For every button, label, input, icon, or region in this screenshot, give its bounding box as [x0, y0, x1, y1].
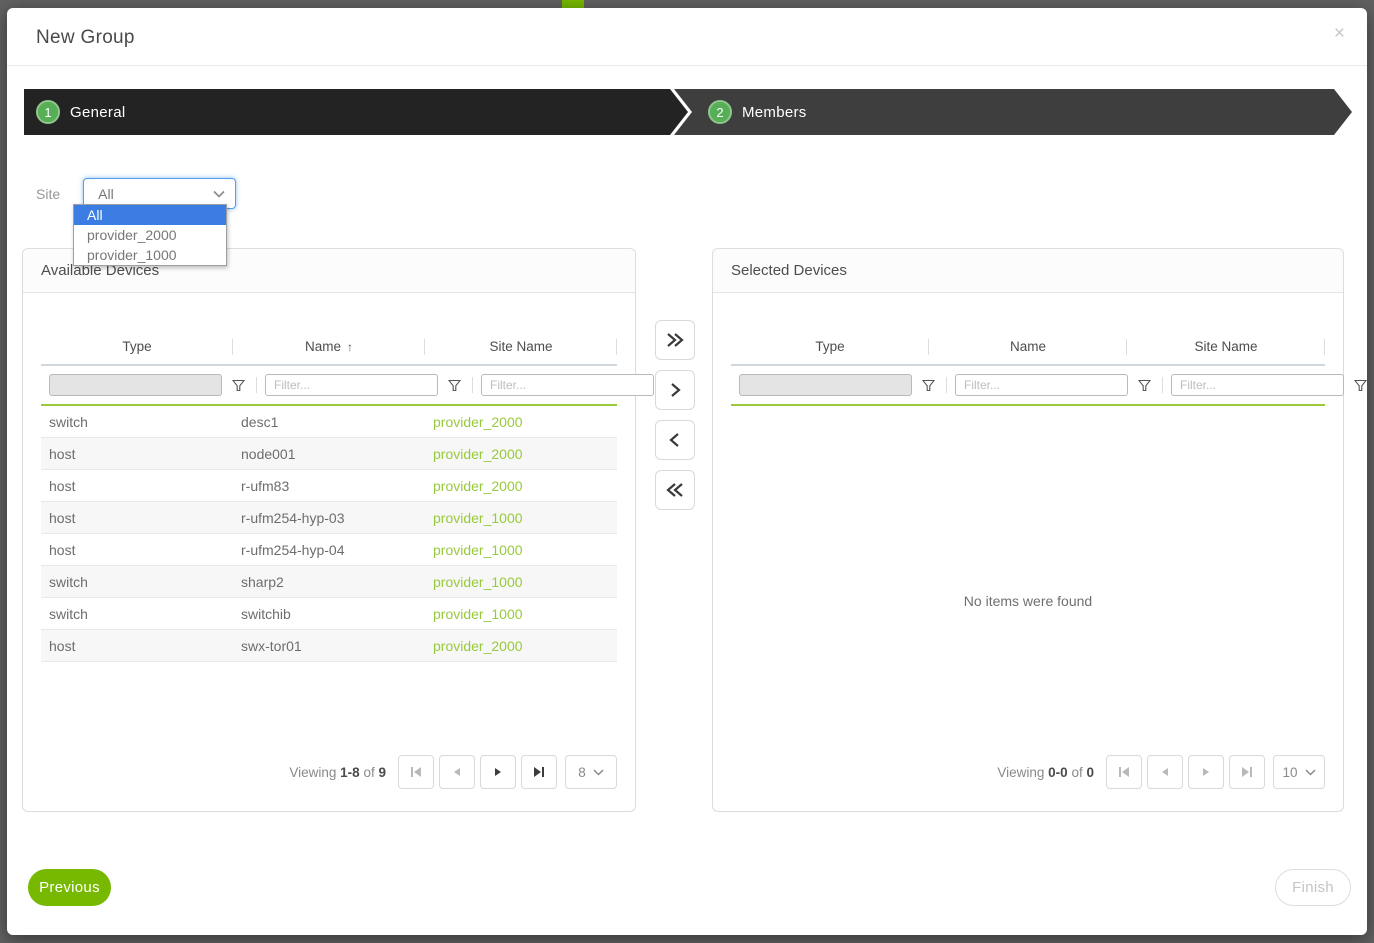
- table-row[interactable]: switch sharp2 provider_1000: [41, 566, 617, 598]
- filter-funnel-icon[interactable]: [1354, 379, 1367, 392]
- selected-table-header: Type Name Site Name: [731, 333, 1325, 364]
- available-viewing-label: Viewing 1-8 of 9: [289, 764, 386, 780]
- chevron-down-icon: [593, 768, 604, 776]
- transfer-controls: [655, 320, 695, 510]
- name-filter-input[interactable]: [955, 374, 1128, 396]
- table-row[interactable]: switch desc1 provider_2000: [41, 406, 617, 438]
- site-select-value: All: [98, 185, 114, 202]
- site-label: Site: [36, 185, 61, 202]
- column-header-type[interactable]: Type: [731, 333, 929, 364]
- available-devices-panel: Available Devices Type Name ↑ Site Name: [22, 248, 689, 812]
- step-1-badge: 1: [36, 100, 60, 124]
- step-2-badge: 2: [708, 100, 732, 124]
- step-general[interactable]: 1 General: [24, 89, 688, 135]
- type-filter-cell: [731, 374, 947, 396]
- selected-devices-panel: Selected Devices Type Name Site Name: [712, 248, 1367, 812]
- available-panel-title: Available Devices: [41, 262, 160, 279]
- step-1-label: General: [70, 103, 126, 121]
- available-rows: switch desc1 provider_2000 host node001 prov…: [41, 406, 617, 662]
- filter-funnel-icon[interactable]: [448, 379, 461, 392]
- move-right-button[interactable]: [655, 370, 695, 410]
- first-page-icon: [1106, 755, 1142, 789]
- type-filter-input: [739, 374, 912, 396]
- chevron-down-icon: [1304, 768, 1316, 776]
- last-page-icon: [1229, 755, 1265, 789]
- double-chevron-left-icon: [666, 483, 683, 497]
- table-row[interactable]: host node001 provider_2000: [41, 438, 617, 470]
- double-chevron-right-icon: [667, 333, 684, 347]
- last-page-icon[interactable]: [521, 755, 557, 789]
- empty-state-message: No items were found: [963, 593, 1093, 609]
- next-page-icon: [1188, 755, 1224, 789]
- table-header-divider: [41, 364, 617, 366]
- available-page-size-select[interactable]: 8: [565, 755, 617, 789]
- available-table: Type Name ↑ Site Name: [41, 293, 689, 811]
- move-all-right-button[interactable]: [655, 320, 695, 360]
- site-filter-input[interactable]: [1171, 374, 1344, 396]
- filter-row-divider: [41, 404, 617, 406]
- site-option-all[interactable]: All: [74, 205, 226, 225]
- new-group-dialog: New Group × 1 General 2 Members Site All…: [7, 8, 1367, 935]
- selected-filter-row: [731, 366, 1367, 404]
- step-members[interactable]: 2 Members: [674, 89, 1352, 135]
- name-filter-input[interactable]: [265, 374, 438, 396]
- table-row[interactable]: host r-ufm83 provider_2000: [41, 470, 617, 502]
- selected-viewing-label: Viewing 0-0 of 0: [997, 764, 1094, 780]
- dialog-header: New Group ×: [7, 8, 1367, 66]
- site-filter-cell: [1163, 374, 1374, 396]
- selected-page-size-select[interactable]: 10: [1273, 755, 1325, 789]
- wizard-stepper: 1 General 2 Members: [24, 89, 1352, 135]
- site-field-row: Site All: [36, 178, 237, 209]
- table-row[interactable]: host r-ufm254-hyp-04 provider_1000: [41, 534, 617, 566]
- chevron-down-icon: [213, 190, 225, 198]
- table-header-divider: [731, 364, 1325, 366]
- name-filter-cell: [947, 374, 1163, 396]
- prev-page-icon: [1147, 755, 1183, 789]
- site-option-provider-1000[interactable]: provider_1000: [87, 247, 177, 263]
- next-page-icon[interactable]: [480, 755, 516, 789]
- sort-ascending-icon: ↑: [347, 340, 353, 354]
- filter-funnel-icon[interactable]: [922, 379, 935, 392]
- filter-row-divider: [731, 404, 1325, 406]
- selected-pager-buttons: [1106, 755, 1265, 789]
- type-filter-cell: [41, 374, 257, 396]
- available-pagination: Viewing 1-8 of 9 8: [289, 755, 617, 789]
- selected-panel-header: Selected Devices: [713, 249, 1343, 293]
- move-left-button[interactable]: [655, 420, 695, 460]
- close-icon[interactable]: ×: [1333, 23, 1345, 44]
- name-filter-cell: [257, 374, 473, 396]
- table-row[interactable]: host r-ufm254-hyp-03 provider_1000: [41, 502, 617, 534]
- move-all-left-button[interactable]: [655, 470, 695, 510]
- site-select[interactable]: All: [83, 178, 237, 209]
- filter-funnel-icon[interactable]: [1138, 379, 1151, 392]
- selected-table: Type Name Site Name No: [731, 293, 1367, 811]
- column-header-name[interactable]: Name ↑: [233, 333, 425, 364]
- selected-pagination: Viewing 0-0 of 0 10: [997, 755, 1325, 789]
- table-row[interactable]: switch switchib provider_1000: [41, 598, 617, 630]
- first-page-icon: [398, 755, 434, 789]
- chevron-left-icon: [669, 433, 679, 447]
- site-dropdown-list: All provider_2000 provider_1000: [73, 204, 227, 266]
- column-header-site-name[interactable]: Site Name: [1127, 333, 1325, 364]
- previous-button[interactable]: Previous: [28, 869, 111, 906]
- selected-panel-title: Selected Devices: [731, 262, 847, 279]
- column-header-site-name[interactable]: Site Name: [425, 333, 617, 364]
- table-row[interactable]: host swx-tor01 provider_2000: [41, 630, 617, 662]
- prev-page-icon: [439, 755, 475, 789]
- column-header-name[interactable]: Name: [929, 333, 1127, 364]
- step-2-label: Members: [742, 103, 807, 121]
- available-pager-buttons: [398, 755, 557, 789]
- dialog-title: New Group: [36, 27, 135, 48]
- column-header-type[interactable]: Type: [41, 333, 233, 364]
- filter-funnel-icon[interactable]: [232, 379, 245, 392]
- type-filter-input: [49, 374, 222, 396]
- finish-button: Finish: [1275, 869, 1351, 906]
- available-filter-row: [41, 366, 689, 404]
- chevron-right-icon: [671, 383, 681, 397]
- site-option-provider-2000[interactable]: provider_2000: [87, 227, 177, 243]
- available-table-header: Type Name ↑ Site Name: [41, 333, 617, 364]
- site-filter-input[interactable]: [481, 374, 654, 396]
- background-page-fragment: [562, 0, 584, 8]
